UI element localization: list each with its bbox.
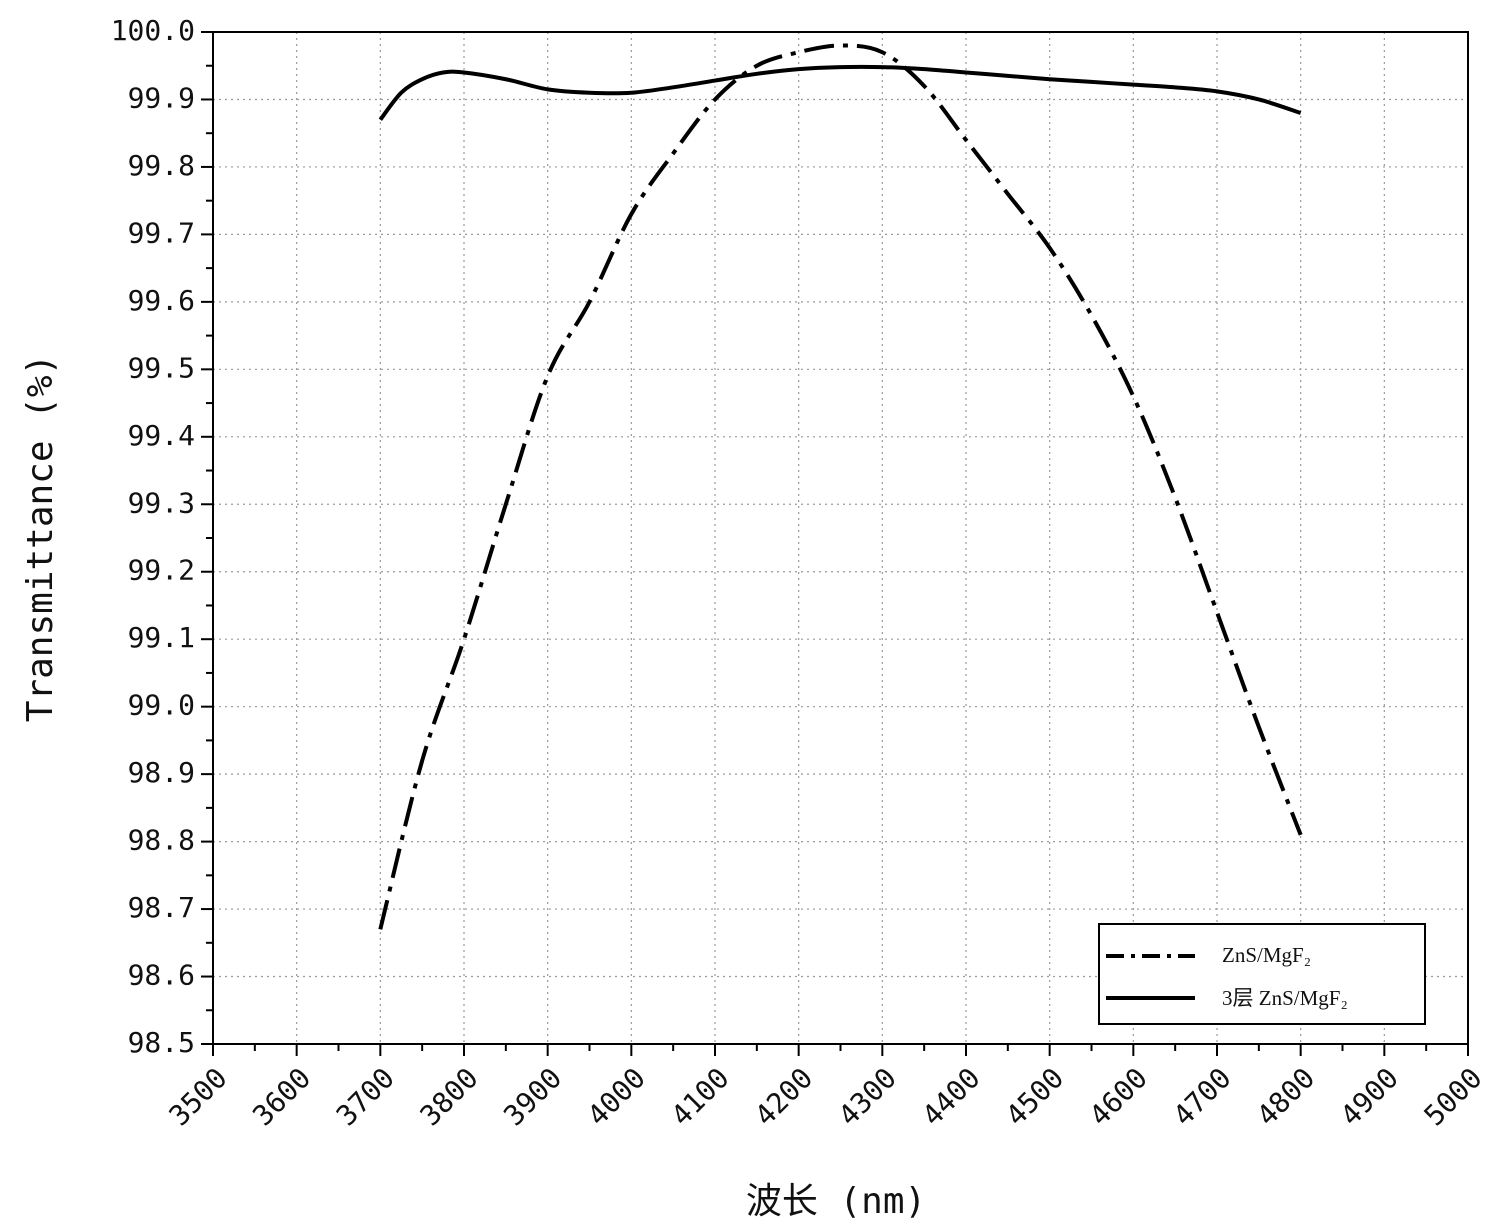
major-ticks — [201, 32, 1468, 1056]
y-tick-label: 98.6 — [128, 959, 195, 992]
y-tick-label: 98.9 — [128, 756, 195, 789]
series-line-3-layer-zns-mgf2 — [380, 67, 1300, 120]
x-tick-label: 4000 — [581, 1061, 652, 1132]
y-tick-label: 99.9 — [128, 81, 195, 114]
x-tick-label: 4900 — [1334, 1061, 1405, 1132]
legend-label-zns-mgf2: ZnS/MgF₂ — [1222, 943, 1311, 967]
series-line-zns-mgf2 — [380, 45, 1300, 929]
legend-label-3-layer-zns-mgf2: 3层 ZnS/MgF₂ — [1222, 986, 1348, 1010]
x-tick-label: 5000 — [1418, 1061, 1489, 1132]
y-tick-label: 99.8 — [128, 149, 195, 182]
y-tick-labels: 98.5 98.6 98.7 98.8 98.9 99.0 99.1 99.2 99.3 99.4… — [111, 14, 195, 1059]
y-tick-label: 100.0 — [111, 14, 195, 47]
x-tick-label: 3600 — [246, 1061, 317, 1132]
y-tick-label: 99.5 — [128, 351, 195, 384]
y-tick-label: 98.5 — [128, 1026, 195, 1059]
x-axis-label: 波长 (nm) — [746, 1181, 926, 1222]
x-tick-label: 4700 — [1167, 1061, 1238, 1132]
x-tick-label: 4200 — [748, 1061, 819, 1132]
y-tick-label: 99.1 — [128, 621, 195, 654]
x-tick-labels: 3500360037003800390040004100420043004400… — [163, 1061, 1489, 1132]
x-tick-label: 4800 — [1250, 1061, 1321, 1132]
grid-layer — [213, 32, 1468, 1044]
x-tick-label: 4600 — [1083, 1061, 1154, 1132]
series-layer — [380, 45, 1300, 929]
legend: ZnS/MgF₂ 3层 ZnS/MgF₂ — [1099, 924, 1425, 1024]
plot-frame — [213, 32, 1468, 1044]
y-axis-label: Transmittance (%) — [20, 354, 61, 722]
x-tick-label: 4400 — [916, 1061, 987, 1132]
x-tick-label: 3900 — [497, 1061, 568, 1132]
x-tick-label: 3700 — [330, 1061, 401, 1132]
x-tick-label: 3500 — [163, 1061, 234, 1132]
x-tick-label: 4100 — [665, 1061, 736, 1132]
minor-ticks — [206, 66, 1426, 1051]
x-tick-label: 4300 — [832, 1061, 903, 1132]
y-tick-label: 99.7 — [128, 216, 195, 249]
y-tick-label: 99.3 — [128, 486, 195, 519]
y-tick-label: 99.0 — [128, 689, 195, 722]
y-tick-label: 99.6 — [128, 284, 195, 317]
y-tick-label: 98.7 — [128, 891, 195, 924]
y-tick-label: 99.4 — [128, 419, 195, 452]
y-tick-label: 99.2 — [128, 554, 195, 587]
x-tick-label: 3800 — [414, 1061, 485, 1132]
y-tick-label: 98.8 — [128, 824, 195, 857]
x-tick-label: 4500 — [999, 1061, 1070, 1132]
